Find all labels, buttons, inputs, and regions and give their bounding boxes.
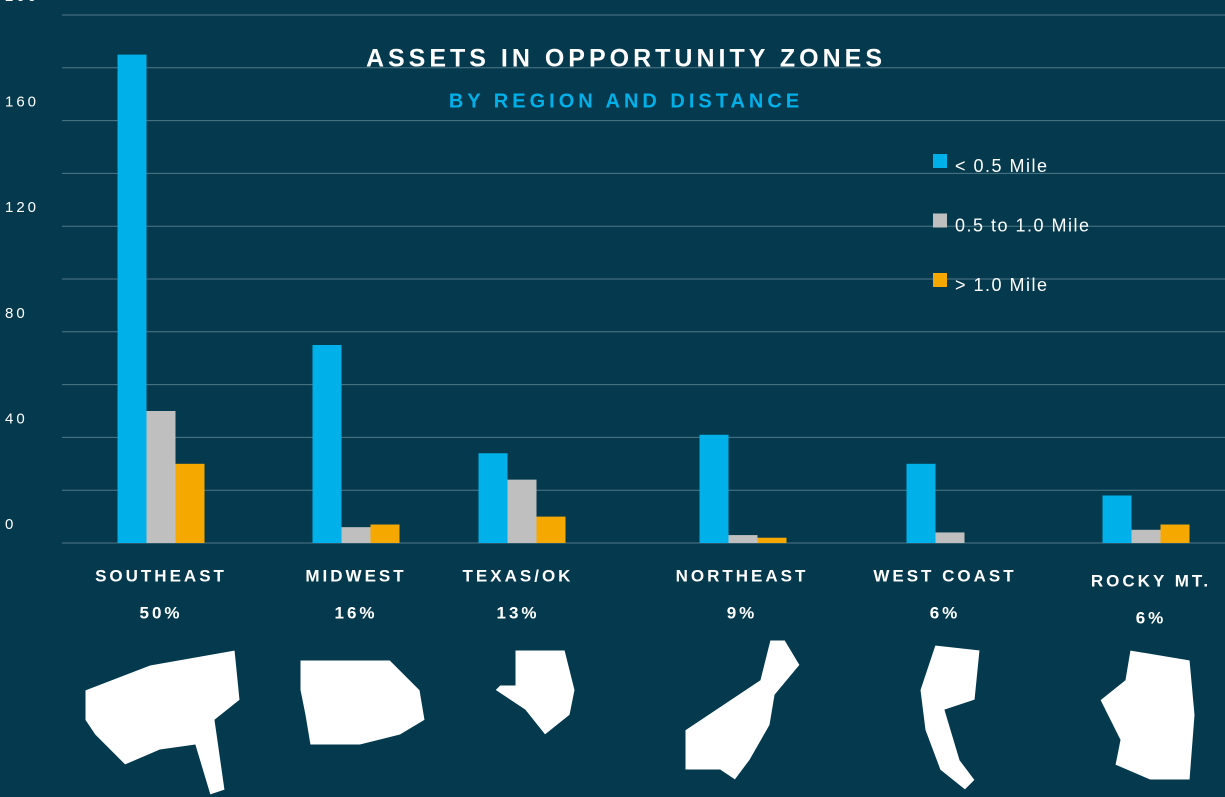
bar bbox=[175, 463, 205, 543]
map-rocky bbox=[1099, 649, 1196, 781]
legend-label: < 0.5 Mile bbox=[955, 156, 1049, 176]
bar bbox=[478, 453, 508, 543]
bar bbox=[757, 537, 787, 543]
bar bbox=[935, 532, 965, 543]
bar bbox=[699, 434, 729, 543]
y-tick-label: 160 bbox=[5, 94, 39, 111]
legend-swatch bbox=[933, 273, 947, 287]
y-tick-label: 200 bbox=[5, 0, 39, 5]
legend-swatch bbox=[933, 154, 947, 168]
map-northeast bbox=[684, 639, 801, 781]
x-tick-label: TEXAS/OK bbox=[463, 566, 574, 585]
bar bbox=[507, 479, 537, 543]
bar bbox=[1160, 524, 1190, 543]
y-tick-label: 80 bbox=[5, 305, 28, 322]
map-westcoast bbox=[919, 644, 981, 791]
bar bbox=[728, 535, 758, 543]
map-midwest bbox=[299, 659, 426, 746]
x-tick-label: NORTHEAST bbox=[676, 566, 809, 585]
y-tick-label: 40 bbox=[5, 410, 28, 427]
map-southeast bbox=[84, 649, 241, 796]
x-tick-label: MIDWEST bbox=[305, 566, 406, 585]
y-tick-label: 0 bbox=[5, 516, 16, 533]
bar bbox=[1102, 495, 1132, 543]
share-label: 6% bbox=[930, 603, 961, 622]
bar bbox=[1131, 529, 1161, 543]
x-tick-label: SOUTHEAST bbox=[95, 566, 227, 585]
legend-swatch bbox=[933, 213, 947, 228]
y-tick-label: 120 bbox=[5, 199, 39, 216]
share-label: 13% bbox=[496, 603, 539, 622]
bar bbox=[312, 345, 342, 543]
share-label: 6% bbox=[1136, 608, 1167, 627]
share-label: 16% bbox=[334, 603, 377, 622]
bar bbox=[906, 463, 936, 543]
share-label: 50% bbox=[139, 603, 182, 622]
legend-label: > 1.0 Mile bbox=[955, 275, 1049, 295]
share-label: 9% bbox=[727, 603, 758, 622]
legend-label: 0.5 to 1.0 Mile bbox=[955, 215, 1091, 235]
bar bbox=[341, 527, 371, 543]
map-texas bbox=[494, 649, 576, 736]
x-tick-label: ROCKY MT. bbox=[1091, 571, 1211, 590]
bar bbox=[146, 411, 176, 543]
bar bbox=[370, 524, 400, 543]
region-maps bbox=[84, 639, 1196, 796]
x-tick-label: WEST COAST bbox=[873, 566, 1016, 585]
chart-subtitle: BY REGION AND DISTANCE bbox=[449, 90, 803, 112]
bar bbox=[536, 516, 566, 543]
bar bbox=[117, 54, 147, 543]
chart-title: ASSETS IN OPPORTUNITY ZONES bbox=[366, 45, 886, 73]
